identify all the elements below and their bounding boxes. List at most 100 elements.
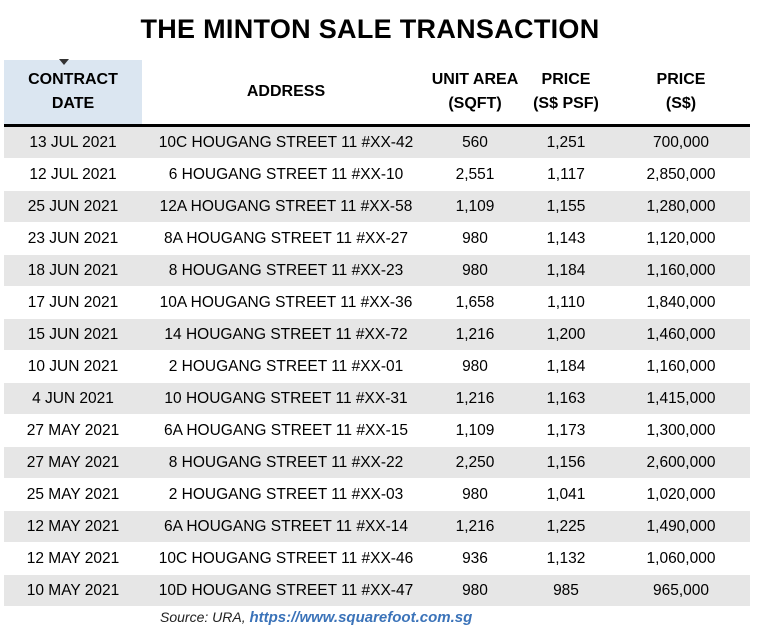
cell-price-psf: 1,143 bbox=[520, 222, 612, 255]
header-address: ADDRESS bbox=[246, 83, 326, 100]
cell-unit-area: 1,216 bbox=[430, 382, 520, 415]
cell-contract-date: 18 JUN 2021 bbox=[4, 254, 142, 287]
cell-price: 1,490,000 bbox=[612, 510, 750, 543]
table-row: 23 JUN 2021 8A HOUGANG STREET 11 #XX-27 98… bbox=[4, 222, 750, 255]
cell-contract-date: 10 JUN 2021 bbox=[4, 350, 142, 383]
cell-price-psf: 985 bbox=[520, 574, 612, 607]
cell-address: 2 HOUGANG STREET 11 #XX-03 bbox=[142, 478, 430, 511]
table-row: 18 JUN 2021 8 HOUGANG STREET 11 #XX-23 980… bbox=[4, 254, 750, 287]
cell-unit-area: 980 bbox=[430, 574, 520, 607]
source-note: Source: URA, https://www.squarefoot.com.… bbox=[160, 609, 472, 626]
source-label: Source: URA, bbox=[160, 609, 246, 625]
header-date-line2: DATE bbox=[51, 95, 95, 112]
cell-unit-area: 1,109 bbox=[430, 190, 520, 223]
cell-address: 12A HOUGANG STREET 11 #XX-58 bbox=[142, 190, 430, 223]
table-row: 4 JUN 2021 10 HOUGANG STREET 11 #XX-31 1,2… bbox=[4, 382, 750, 415]
cell-contract-date: 27 MAY 2021 bbox=[4, 414, 142, 447]
column-header-unit-area[interactable]: UNIT AREA (SQFT) bbox=[430, 60, 520, 127]
column-header-price-psf[interactable]: PRICE (S$ PSF) bbox=[520, 60, 612, 127]
header-psf-line2: (S$ PSF) bbox=[533, 95, 599, 112]
cell-address: 6A HOUGANG STREET 11 #XX-15 bbox=[142, 414, 430, 447]
cell-price: 1,280,000 bbox=[612, 190, 750, 223]
column-header-price[interactable]: PRICE (S$) bbox=[612, 60, 750, 127]
column-header-address[interactable]: ADDRESS bbox=[142, 60, 430, 127]
cell-address: 10C HOUGANG STREET 11 #XX-42 bbox=[142, 125, 430, 159]
cell-contract-date: 12 JUL 2021 bbox=[4, 158, 142, 191]
cell-contract-date: 23 JUN 2021 bbox=[4, 222, 142, 255]
cell-unit-area: 1,216 bbox=[430, 318, 520, 351]
cell-price: 1,160,000 bbox=[612, 350, 750, 383]
cell-address: 10 HOUGANG STREET 11 #XX-31 bbox=[142, 382, 430, 415]
cell-price-psf: 1,163 bbox=[520, 382, 612, 415]
cell-price: 1,120,000 bbox=[612, 222, 750, 255]
cell-price-psf: 1,041 bbox=[520, 478, 612, 511]
cell-price: 965,000 bbox=[612, 574, 750, 607]
cell-unit-area: 1,216 bbox=[430, 510, 520, 543]
cell-price: 1,460,000 bbox=[612, 318, 750, 351]
cell-price-psf: 1,117 bbox=[520, 158, 612, 191]
cell-price-psf: 1,225 bbox=[520, 510, 612, 543]
cell-price: 1,020,000 bbox=[612, 478, 750, 511]
cell-price-psf: 1,110 bbox=[520, 286, 612, 319]
table-row: 12 JUL 2021 6 HOUGANG STREET 11 #XX-10 2,5… bbox=[4, 158, 750, 191]
cell-address: 6 HOUGANG STREET 11 #XX-10 bbox=[142, 158, 430, 191]
table-row: 25 JUN 2021 12A HOUGANG STREET 11 #XX-58 1… bbox=[4, 190, 750, 223]
table-row: 27 MAY 2021 8 HOUGANG STREET 11 #XX-22 2,2… bbox=[4, 446, 750, 479]
cell-address: 6A HOUGANG STREET 11 #XX-14 bbox=[142, 510, 430, 543]
header-price-line1: PRICE bbox=[656, 71, 706, 88]
cell-contract-date: 27 MAY 2021 bbox=[4, 446, 142, 479]
table-row: 25 MAY 2021 2 HOUGANG STREET 11 #XX-03 980… bbox=[4, 478, 750, 511]
header-row: CONTRACT DATE ADDRESS UNIT AREA (SQFT) P… bbox=[4, 59, 750, 127]
cell-address: 8A HOUGANG STREET 11 #XX-27 bbox=[142, 222, 430, 255]
header-date-line1: CONTRACT bbox=[28, 71, 118, 88]
cell-contract-date: 4 JUN 2021 bbox=[4, 382, 142, 415]
cell-price: 700,000 bbox=[612, 125, 750, 159]
cell-unit-area: 2,551 bbox=[430, 158, 520, 191]
table-row: 13 JUL 2021 10C HOUGANG STREET 11 #XX-42 5… bbox=[4, 125, 750, 159]
cell-contract-date: 13 JUL 2021 bbox=[4, 125, 142, 159]
cell-price: 1,840,000 bbox=[612, 286, 750, 319]
cell-contract-date: 17 JUN 2021 bbox=[4, 286, 142, 319]
column-header-contract-date[interactable]: CONTRACT DATE bbox=[4, 59, 142, 127]
cell-price-psf: 1,132 bbox=[520, 542, 612, 575]
cell-contract-date: 12 MAY 2021 bbox=[4, 510, 142, 543]
cell-address: 14 HOUGANG STREET 11 #XX-72 bbox=[142, 318, 430, 351]
table-row: 10 JUN 2021 2 HOUGANG STREET 11 #XX-01 980… bbox=[4, 350, 750, 383]
table-row: 15 JUN 2021 14 HOUGANG STREET 11 #XX-72 1,… bbox=[4, 318, 750, 351]
page-title: THE MINTON SALE TRANSACTION bbox=[140, 14, 600, 44]
cell-price-psf: 1,184 bbox=[520, 254, 612, 287]
cell-unit-area: 980 bbox=[430, 254, 520, 287]
header-area-line1: UNIT AREA bbox=[431, 71, 519, 88]
table-body: 13 JUL 2021 10C HOUGANG STREET 11 #XX-42 5… bbox=[4, 125, 750, 607]
cell-unit-area: 980 bbox=[430, 350, 520, 383]
cell-unit-area: 1,658 bbox=[430, 286, 520, 319]
cell-price-psf: 1,184 bbox=[520, 350, 612, 383]
cell-unit-area: 560 bbox=[430, 125, 520, 159]
header-psf-line1: PRICE bbox=[541, 71, 591, 88]
cell-contract-date: 15 JUN 2021 bbox=[4, 318, 142, 351]
cell-unit-area: 980 bbox=[430, 478, 520, 511]
cell-price-psf: 1,251 bbox=[520, 125, 612, 159]
table-row: 12 MAY 2021 6A HOUGANG STREET 11 #XX-14 1,… bbox=[4, 510, 750, 543]
cell-price: 1,300,000 bbox=[612, 414, 750, 447]
transactions-table: CONTRACT DATE ADDRESS UNIT AREA (SQFT) P… bbox=[4, 59, 750, 607]
cell-unit-area: 936 bbox=[430, 542, 520, 575]
table-row: 27 MAY 2021 6A HOUGANG STREET 11 #XX-15 1,… bbox=[4, 414, 750, 447]
cell-address: 8 HOUGANG STREET 11 #XX-23 bbox=[142, 254, 430, 287]
cell-address: 10A HOUGANG STREET 11 #XX-36 bbox=[142, 286, 430, 319]
source-link[interactable]: https://www.squarefoot.com.sg bbox=[249, 609, 473, 626]
cell-price: 2,850,000 bbox=[612, 158, 750, 191]
cell-price: 1,060,000 bbox=[612, 542, 750, 575]
cell-address: 8 HOUGANG STREET 11 #XX-22 bbox=[142, 446, 430, 479]
cell-price: 1,415,000 bbox=[612, 382, 750, 415]
cell-address: 10C HOUGANG STREET 11 #XX-46 bbox=[142, 542, 430, 575]
cell-unit-area: 980 bbox=[430, 222, 520, 255]
cell-price: 1,160,000 bbox=[612, 254, 750, 287]
cell-address: 2 HOUGANG STREET 11 #XX-01 bbox=[142, 350, 430, 383]
table-row: 17 JUN 2021 10A HOUGANG STREET 11 #XX-36 1… bbox=[4, 286, 750, 319]
sort-down-icon[interactable] bbox=[59, 59, 69, 65]
cell-unit-area: 1,109 bbox=[430, 414, 520, 447]
header-price-line2: (S$) bbox=[665, 95, 697, 112]
cell-price-psf: 1,155 bbox=[520, 190, 612, 223]
cell-price-psf: 1,173 bbox=[520, 414, 612, 447]
